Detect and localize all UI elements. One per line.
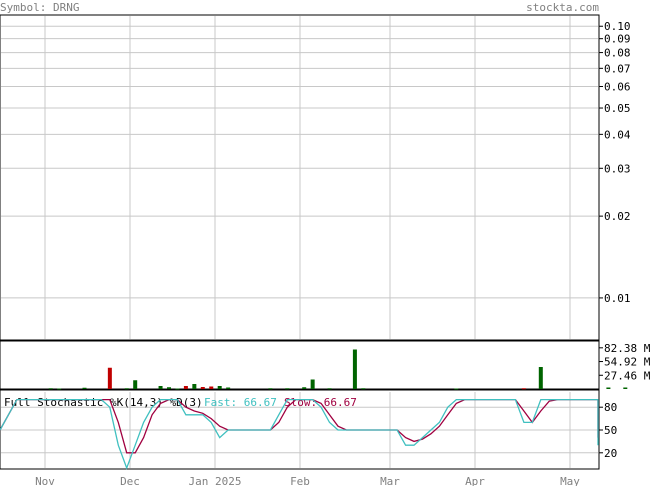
volume-bar-2 [82,387,87,389]
stoch-tick-label-0: 80 [604,401,617,414]
volume-bar-18 [310,379,315,389]
site-label: stockta.com [526,1,599,14]
symbol-label: Symbol: DRNG [0,1,79,14]
volume-bar-20 [352,349,357,389]
price-tick-label-6: 0.04 [604,128,631,141]
x-axis-label-4: Mar [380,475,400,486]
volume-tick-label-1: 54.92 M [604,356,651,369]
stochastic-title: Full Stochastic %K(14,3) %D(3) [4,396,203,409]
volume-bar-17 [302,387,307,389]
volume-panel-frame [0,340,600,390]
volume-bar-13 [217,386,222,389]
fast-line [0,398,599,470]
volume-bars [48,349,628,390]
volume-bar-22 [454,388,459,390]
volume-bar-9 [183,386,188,389]
stochastic-panel: Full Stochastic %K(14,3) %D(3) Fast: 66.… [0,389,617,470]
stochastic-horizontal-grid [1,406,598,454]
volume-bar-26 [623,387,628,389]
volume-bar-21 [361,388,366,390]
price-tick-label-3: 0.07 [604,62,631,75]
x-axis-label-3: Feb [290,475,310,486]
volume-bar-11 [200,387,205,389]
volume-bar-12 [209,386,214,389]
volume-bar-4 [124,388,129,390]
volume-bar-8 [175,388,180,390]
volume-panel: 82.38 M54.92 M27.46 M [0,340,651,390]
price-tick-label-8: 0.02 [604,210,631,223]
volume-bar-0 [48,388,53,390]
volume-bar-25 [606,387,611,389]
stoch-tick-label-2: 20 [604,447,617,460]
price-tick-label-7: 0.03 [604,162,631,175]
volume-bar-10 [192,384,197,389]
volume-bar-6 [158,386,163,389]
price-panel: 0.100.090.08 0.07 0.06 0.05 0.04 0.03 0.02 0.01 [0,14,631,341]
x-axis-label-2: Jan 2025 [189,475,242,486]
volume-bar-15 [268,388,273,390]
price-tick-label-2: 0.08 [604,47,631,60]
slow-line [0,398,599,454]
price-axis-ticks: 0.100.090.08 0.07 0.06 0.05 0.04 0.03 0.02 0.01 [599,20,631,305]
x-axis-label-6: May [560,475,580,486]
x-axis-labels: Nov Dec Jan 2025 Feb Mar Apr May [35,475,580,486]
volume-bar-19 [327,388,332,390]
volume-bar-1 [57,388,62,390]
x-axis-label-1: Dec [120,475,140,486]
volume-bar-16 [285,388,290,390]
volume-bar-5 [133,380,138,389]
price-tick-label-9: 0.01 [604,292,631,305]
price-tick-label-5: 0.05 [604,102,631,115]
price-tick-label-0: 0.10 [604,20,631,33]
price-horizontal-grid [1,25,598,299]
fast-label: Fast: 66.67 [204,396,277,409]
volume-tick-label-2: 27.46 M [604,369,651,382]
volume-bar-3 [107,367,112,389]
x-axis-label-0: Nov [35,475,55,486]
volume-bar-24 [538,367,543,389]
price-tick-label-4: 0.06 [604,81,631,94]
volume-bar-23 [521,388,526,390]
price-vertical-grid [44,16,571,339]
volume-bar-7 [167,387,171,389]
stoch-tick-label-1: 50 [604,424,617,437]
volume-tick-label-0: 82.38 M [604,342,651,355]
volume-bar-14 [226,387,231,389]
volume-axis-ticks: 82.38 M54.92 M27.46 M [599,342,651,382]
price-tick-label-1: 0.09 [604,33,631,46]
x-axis-label-5: Apr [465,475,485,486]
stochastic-axis-ticks: 80 50 20 [599,401,617,460]
